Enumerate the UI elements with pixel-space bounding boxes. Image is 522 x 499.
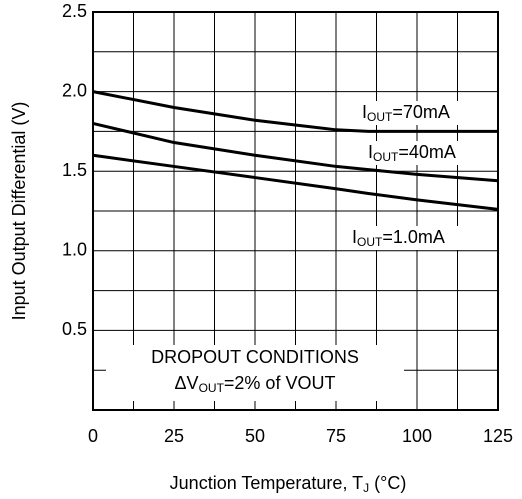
series-line xyxy=(92,121,499,183)
subscript: OUT xyxy=(199,381,225,395)
label: IOUT=1.0mA xyxy=(352,227,445,249)
text-part: I xyxy=(368,142,373,162)
text-part: =70mA xyxy=(392,102,450,122)
label-bg xyxy=(359,101,492,125)
series-line xyxy=(92,153,499,211)
plot-frame xyxy=(92,11,499,411)
y-tick-label: 1.0 xyxy=(62,240,87,260)
label: DROPOUT CONDITIONS xyxy=(151,347,359,367)
label: IOUT=70mA xyxy=(362,102,450,124)
label-bg xyxy=(365,141,493,165)
x-tick-label: 100 xyxy=(402,426,432,446)
text-part: DROPOUT CONDITIONS xyxy=(151,347,359,367)
y-tick-label: 0.5 xyxy=(62,319,87,339)
x-tick-label: 125 xyxy=(483,426,513,446)
y-tick-label: 2.0 xyxy=(62,80,87,100)
label: IOUT=40mA xyxy=(368,142,456,164)
text-part: ΔV xyxy=(175,373,199,393)
subscript: OUT xyxy=(373,150,399,164)
x-tick-label: 0 xyxy=(88,426,98,446)
subscript: J xyxy=(363,481,369,495)
label: Junction Temperature, TJ (°C) xyxy=(170,473,407,495)
y-tick-label: 1.5 xyxy=(62,160,87,180)
text-part: =1.0mA xyxy=(382,227,445,247)
text-part: Junction Temperature, T xyxy=(170,473,363,493)
x-tick-label: 25 xyxy=(164,426,184,446)
y-tick-label: 2.5 xyxy=(62,1,87,21)
label-bg xyxy=(349,226,485,250)
annotation-bg xyxy=(106,345,404,401)
text-part: (°C) xyxy=(369,473,406,493)
series-line xyxy=(92,90,498,133)
subscript: OUT xyxy=(367,110,393,124)
x-tick-label: 75 xyxy=(326,426,346,446)
y-axis-label: Input Output Differential (V) xyxy=(9,102,29,321)
text-part: I xyxy=(362,102,367,122)
text-part: =2% of VOUT xyxy=(224,373,336,393)
x-tick-label: 50 xyxy=(245,426,265,446)
text-part: =40mA xyxy=(398,142,456,162)
text-part: I xyxy=(352,227,357,247)
label: ΔVOUT=2% of VOUT xyxy=(175,373,336,395)
subscript: OUT xyxy=(357,235,383,249)
